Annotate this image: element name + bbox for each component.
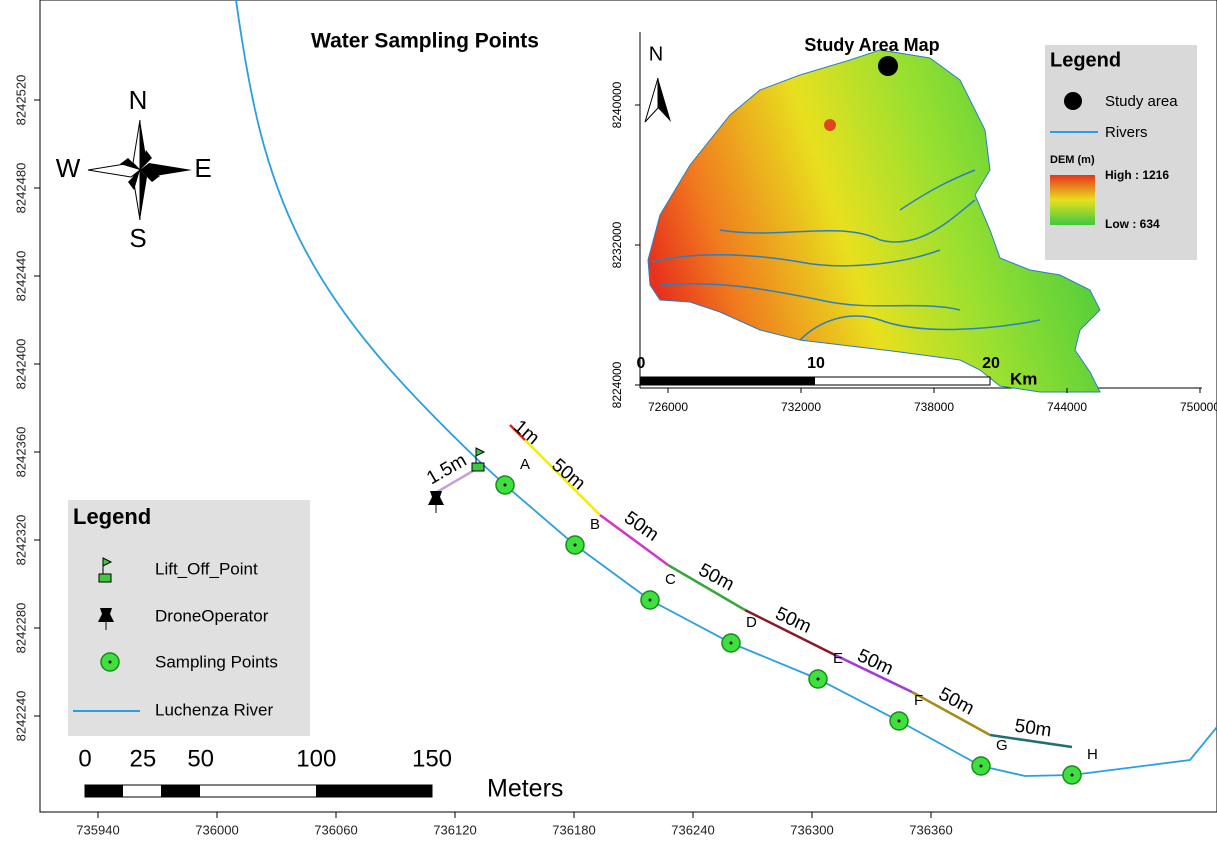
y-tick-label: 8242280	[13, 603, 28, 654]
dem-title: DEM (m)	[1050, 154, 1095, 166]
x-tick-label: 736180	[552, 822, 595, 837]
y-tick-label: 8242440	[13, 251, 28, 302]
sampling-point-dot	[649, 599, 652, 602]
x-tick-label: 736240	[671, 822, 714, 837]
compass-s: S	[129, 223, 146, 253]
sampling-point-dot	[980, 765, 983, 768]
sampling-point-label: D	[746, 614, 757, 631]
inset-scale-tick-label: 20	[982, 355, 1000, 372]
sampling-point-label: E	[833, 650, 843, 667]
inset-y-tick-label: 8232000	[610, 221, 624, 268]
legend-item: Lift_Off_Point	[155, 559, 258, 578]
inset-scale-tick-label: 10	[807, 355, 825, 372]
compass-n: N	[129, 85, 148, 115]
map-title: Water Sampling Points	[311, 30, 539, 53]
compass-e: E	[194, 153, 211, 183]
scale-tick-label: 25	[129, 745, 156, 772]
inset-map: N Study Area Map Legend Study area River…	[630, 30, 1202, 393]
x-tick-label: 736060	[314, 822, 357, 837]
x-tick-label: 736120	[433, 822, 476, 837]
inset-scale-tick-label: 0	[637, 355, 646, 372]
x-tick-label: 736000	[195, 822, 238, 837]
scale-tick-label: 0	[78, 745, 91, 772]
inset-y-tick-label: 8240000	[610, 81, 624, 128]
inset-y-tick-label: 8224000	[610, 361, 624, 408]
scale-tick-label: 50	[187, 745, 214, 772]
sampling-point-dot	[730, 642, 733, 645]
inset-x-tick-label: 732000	[781, 400, 821, 414]
sampling-point-label: A	[520, 456, 530, 473]
sampling-point-dot	[504, 484, 507, 487]
legend-item: DroneOperator	[155, 606, 269, 625]
inset-x-tick-label: 726000	[648, 400, 688, 414]
sampling-point-dot	[574, 544, 577, 547]
sampling-point-dot	[898, 720, 901, 723]
y-tick-label: 8242520	[13, 75, 28, 126]
inset-title: Study Area Map	[804, 35, 939, 55]
inset-legend-title: Legend	[1050, 49, 1121, 71]
y-tick-label: 8242240	[13, 691, 28, 742]
legend: Legend Lift_Off_Point DroneOperator Samp…	[68, 500, 310, 736]
x-tick-label: 735940	[76, 822, 119, 837]
sampling-point-dot	[817, 678, 820, 681]
dem-high: High : 1216	[1105, 168, 1169, 182]
y-tick-label: 8242320	[13, 515, 28, 566]
sampling-point-label: B	[590, 516, 600, 533]
inset-scale-unit: Km	[1010, 369, 1037, 388]
dem-low: Low : 634	[1105, 217, 1160, 231]
legend-item: Luchenza River	[155, 700, 273, 719]
scale-tick-label: 150	[412, 745, 452, 772]
sampling-point-label: F	[914, 692, 923, 709]
sampling-point-dot	[1071, 774, 1074, 777]
inset-x-tick-label: 738000	[914, 400, 954, 414]
inset-north: N	[649, 43, 663, 65]
x-tick-label: 736360	[909, 822, 952, 837]
inset-x-tick-label: 750000	[1180, 400, 1217, 414]
inset-x-tick-label: 744000	[1047, 400, 1087, 414]
inset-legend-item: Study area	[1105, 93, 1178, 110]
inset-legend-item: Rivers	[1105, 124, 1148, 141]
sampling-point-label: G	[996, 737, 1008, 754]
y-tick-label: 8242400	[13, 339, 28, 390]
legend-title: Legend	[73, 504, 151, 529]
y-tick-label: 8242480	[13, 163, 28, 214]
map-figure: Water Sampling Points N E S W	[0, 0, 1217, 845]
scale-unit: Meters	[487, 775, 563, 803]
sampling-point-label: C	[665, 571, 676, 588]
legend-item: Sampling Points	[155, 652, 278, 671]
sampling-point-label: H	[1087, 746, 1098, 763]
scale-tick-label: 100	[296, 745, 336, 772]
x-tick-label: 736300	[790, 822, 833, 837]
y-tick-label: 8242360	[13, 427, 28, 478]
compass-w: W	[56, 153, 81, 183]
